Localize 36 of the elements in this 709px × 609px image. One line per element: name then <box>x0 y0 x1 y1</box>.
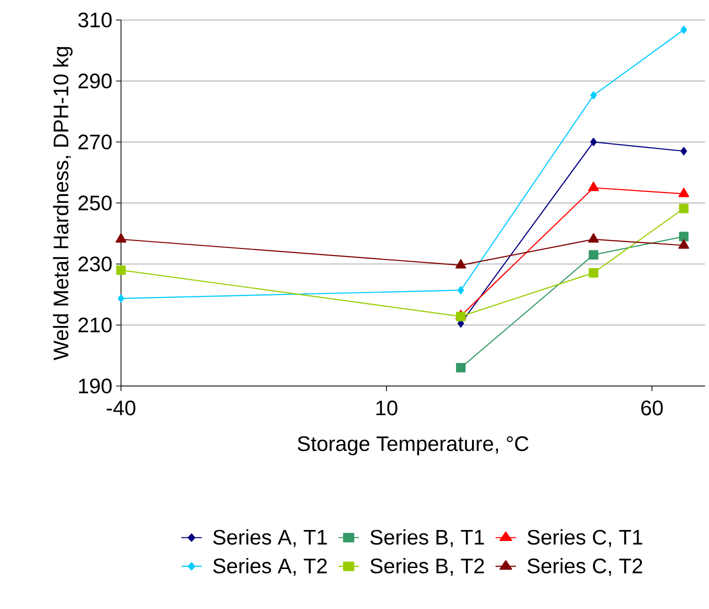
y-axis-title: Weld Metal Hardness, DPH-10 kg <box>53 47 73 360</box>
y-tick-label: 270 <box>78 134 112 150</box>
point <box>118 294 124 303</box>
x-tick-label: 10 <box>376 400 398 416</box>
point <box>679 204 689 214</box>
legend-label: Series A, T1 <box>213 529 327 548</box>
legend-label: Series C, T1 <box>528 529 642 548</box>
x-tick-label: 60 <box>641 400 663 416</box>
y-tick-label: 230 <box>78 256 112 272</box>
point <box>588 268 598 278</box>
y-tick-label: 290 <box>78 74 112 88</box>
legend-label: Series B, T1 <box>370 529 484 548</box>
legend-label: Series C, T2 <box>528 558 642 576</box>
point <box>116 233 126 243</box>
point <box>679 232 689 242</box>
y-tick-label: 310 <box>78 12 112 28</box>
y-tick-label: 250 <box>78 196 112 210</box>
point <box>456 362 466 372</box>
point <box>590 91 597 100</box>
point <box>116 265 126 275</box>
point <box>680 146 688 156</box>
y-tick-label: 210 <box>78 318 112 332</box>
y-tick-label: 190 <box>79 378 112 394</box>
legend-label: Series B, T2 <box>370 558 484 576</box>
point <box>588 250 598 260</box>
point <box>678 239 690 249</box>
point <box>588 233 599 243</box>
x-tick-label: -40 <box>106 400 136 416</box>
legend-label: Series A, T2 <box>213 558 327 576</box>
point <box>455 259 466 269</box>
point <box>680 26 688 34</box>
point <box>678 188 690 198</box>
point <box>590 138 597 146</box>
x-axis-title: Storage Temperature, °C <box>298 436 528 456</box>
point <box>458 286 464 294</box>
point <box>588 182 599 192</box>
